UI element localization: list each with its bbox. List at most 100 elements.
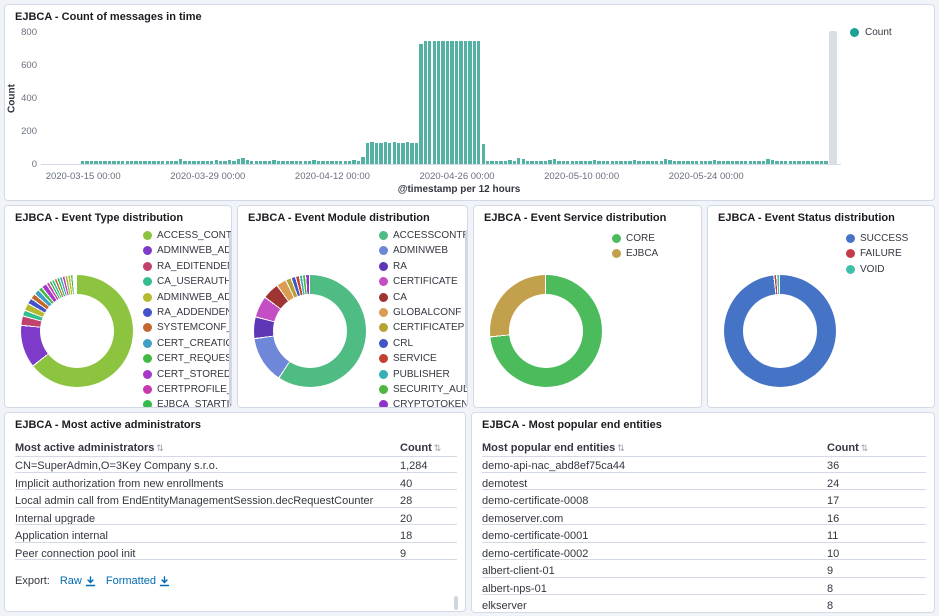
histogram-bar[interactable] <box>401 142 405 164</box>
histogram-bar[interactable] <box>824 160 828 164</box>
histogram-bar[interactable] <box>712 160 717 164</box>
histogram-bar[interactable] <box>321 160 325 164</box>
histogram-bar[interactable] <box>597 160 601 164</box>
legend-scrollbar-thumb[interactable] <box>465 230 467 388</box>
histogram-bar[interactable] <box>592 160 597 164</box>
legend-item[interactable]: CRYPTOTOKEN <box>379 399 467 407</box>
histogram-bar[interactable] <box>339 160 343 164</box>
donut-chart-event-status[interactable] <box>724 275 836 387</box>
histogram-bar[interactable] <box>623 161 628 164</box>
histogram-bar[interactable] <box>628 160 632 164</box>
histogram-bar[interactable] <box>112 160 116 164</box>
histogram-bar[interactable] <box>530 160 534 164</box>
histogram-bar[interactable] <box>806 160 810 164</box>
histogram-bar[interactable] <box>704 160 708 164</box>
histogram-bar[interactable] <box>98 161 103 164</box>
histogram-bar[interactable] <box>267 160 272 164</box>
export-raw-link[interactable]: Raw <box>60 575 96 587</box>
histogram-bar[interactable] <box>383 142 387 164</box>
export-formatted-link[interactable]: Formatted <box>106 575 170 587</box>
histogram-bar[interactable] <box>561 160 565 164</box>
histogram-bar[interactable] <box>668 159 672 164</box>
histogram-bar[interactable] <box>801 160 806 164</box>
histogram-bar[interactable] <box>187 160 192 164</box>
histogram-bar[interactable] <box>739 161 743 164</box>
panel-scrollbar-thumb[interactable] <box>454 596 458 610</box>
histogram-bar[interactable] <box>775 160 779 164</box>
histogram-bar[interactable] <box>414 142 419 164</box>
histogram-bar[interactable] <box>499 160 503 164</box>
histogram-bar[interactable] <box>570 160 574 164</box>
legend-item[interactable]: SUCCESS <box>846 233 908 244</box>
histogram-bar[interactable] <box>445 40 450 164</box>
histogram-bar[interactable] <box>432 41 436 164</box>
legend-item[interactable]: ADMINWEB_AD... <box>143 245 231 256</box>
panel-title[interactable]: EJBCA - Most active administrators <box>15 419 202 431</box>
histogram-bar[interactable] <box>632 160 637 164</box>
histogram-bar[interactable] <box>392 142 396 164</box>
histogram-bar[interactable] <box>650 160 654 164</box>
legend-item[interactable]: CERTIFICATE <box>379 276 458 287</box>
histogram-bar[interactable] <box>205 160 209 164</box>
histogram-bar[interactable] <box>352 160 356 164</box>
histogram-bar[interactable] <box>606 160 610 164</box>
histogram-bar[interactable] <box>699 160 703 164</box>
legend-item[interactable]: RA <box>379 261 407 272</box>
panel-title[interactable]: EJBCA - Event Service distribution <box>484 212 667 224</box>
histogram-bar[interactable] <box>784 160 788 164</box>
histogram-bar[interactable] <box>116 160 120 164</box>
histogram-bar[interactable] <box>227 160 232 164</box>
histogram-bar[interactable] <box>490 160 494 164</box>
histogram-bar[interactable] <box>272 159 276 164</box>
histogram-bar[interactable] <box>744 160 748 164</box>
histogram-bar[interactable] <box>330 160 334 164</box>
histogram-bar[interactable] <box>334 160 339 164</box>
histogram-bar[interactable] <box>748 160 752 164</box>
histogram-bar[interactable] <box>735 160 739 164</box>
histogram-bar[interactable] <box>361 157 365 164</box>
histogram-bar[interactable] <box>619 160 623 164</box>
histogram-bar[interactable] <box>548 159 552 164</box>
histogram-bar[interactable] <box>201 160 205 164</box>
legend-item[interactable]: CERT_CREATION <box>143 338 231 349</box>
histogram-bar[interactable] <box>477 40 481 164</box>
histogram-bar[interactable] <box>566 160 570 164</box>
histogram-bar[interactable] <box>543 160 548 164</box>
histogram-bar[interactable] <box>717 160 721 164</box>
column-header-end-entities[interactable]: Most popular end entities ⇅ <box>482 442 625 454</box>
column-header-administrators[interactable]: Most active administrators ⇅ <box>15 442 164 454</box>
histogram-bar[interactable] <box>183 160 187 164</box>
histogram-bar[interactable] <box>766 159 770 164</box>
histogram-bar[interactable] <box>348 160 352 164</box>
histogram-bar[interactable] <box>419 44 423 164</box>
legend-item[interactable]: EJBCA <box>612 248 658 259</box>
legend-item[interactable]: ACCESS_CONTR... <box>143 230 231 241</box>
histogram-bar[interactable] <box>815 160 819 164</box>
histogram-bar[interactable] <box>241 157 245 164</box>
column-header-count[interactable]: Count ⇅ <box>400 442 442 454</box>
histogram-bar[interactable] <box>663 159 668 164</box>
histogram-bar[interactable] <box>721 160 726 164</box>
histogram-bar[interactable] <box>472 41 476 164</box>
histogram-bar[interactable] <box>641 160 646 164</box>
legend-item[interactable]: CERTIFICATEPR... <box>379 322 467 333</box>
histogram-bar[interactable] <box>374 142 379 164</box>
histogram-bar[interactable] <box>761 160 766 164</box>
histogram-bar[interactable] <box>819 160 824 164</box>
legend-item[interactable]: CERTPROFILE_E... <box>143 384 231 395</box>
legend-item[interactable]: SECURITY_AUDIT <box>379 384 467 395</box>
histogram-bar[interactable] <box>174 160 178 164</box>
histogram-bar[interactable] <box>356 160 361 164</box>
legend-item[interactable]: EJBCA_STARTING <box>143 399 231 407</box>
legend-item[interactable]: CA_USERAUTH <box>143 276 231 287</box>
legend-item[interactable]: PUBLISHER <box>379 369 450 380</box>
histogram-bar[interactable] <box>601 160 606 164</box>
histogram-bar[interactable] <box>690 160 695 164</box>
histogram-bar[interactable] <box>526 160 530 164</box>
histogram-bar[interactable] <box>156 160 161 164</box>
histogram-bar[interactable] <box>303 160 307 164</box>
histogram-bar[interactable] <box>214 160 218 164</box>
legend-item[interactable]: ADMINWEB <box>379 245 448 256</box>
histogram-bar[interactable] <box>677 160 681 164</box>
histogram-bar[interactable] <box>89 160 94 164</box>
